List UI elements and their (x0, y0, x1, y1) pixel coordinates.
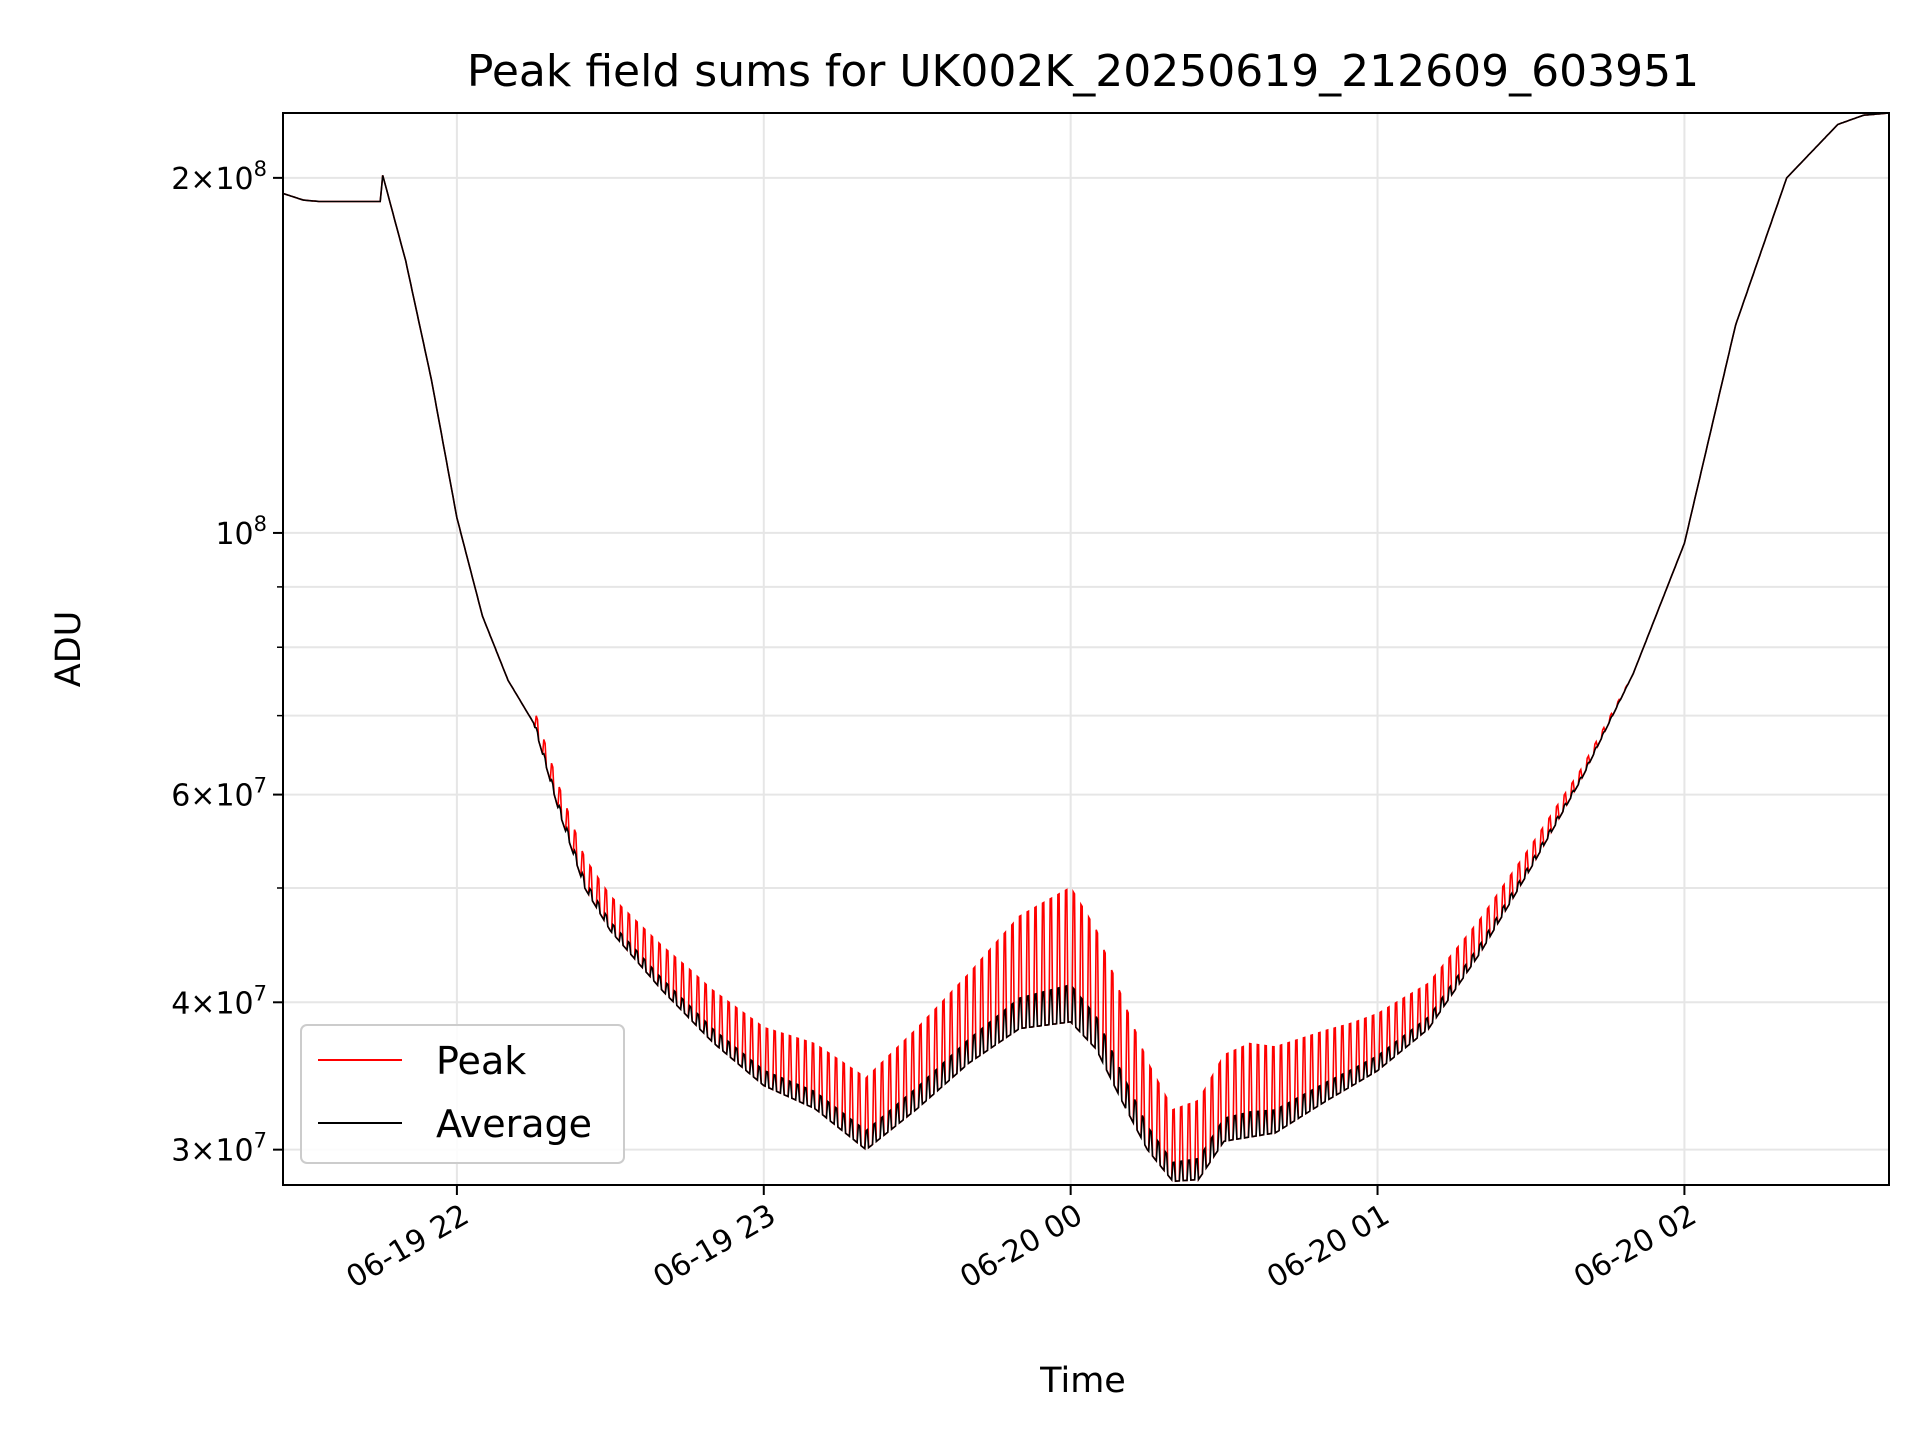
y-axis-label: ADU (49, 611, 89, 688)
x-axis-label: Time (1039, 1361, 1126, 1401)
legend-label-average: Average (436, 1102, 592, 1146)
y-tick-label: 4×107 (171, 981, 267, 1021)
y-tick-label: 2×108 (171, 157, 267, 197)
chart-title: Peak field sums for UK002K_20250619_2126… (467, 46, 1699, 97)
series-average-line (283, 113, 1889, 1183)
legend-label-peak: Peak (436, 1039, 526, 1083)
series-layer (283, 113, 1889, 1183)
y-tick-label: 6×107 (171, 774, 267, 814)
legend: Peak Average (300, 1024, 625, 1164)
y-tick-label: 108 (215, 512, 267, 552)
y-tick-label: 3×107 (171, 1129, 267, 1169)
plot-frame (282, 112, 1890, 1186)
grid (283, 113, 1889, 1185)
